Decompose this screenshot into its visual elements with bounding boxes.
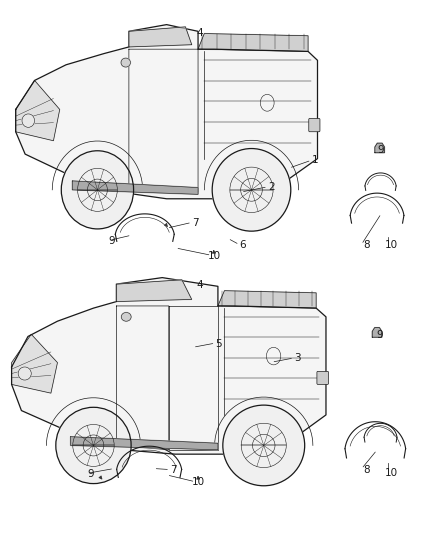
Ellipse shape xyxy=(56,407,131,483)
Ellipse shape xyxy=(61,151,134,229)
Text: 9: 9 xyxy=(377,144,384,155)
Text: 9: 9 xyxy=(109,236,115,246)
Text: 10: 10 xyxy=(208,251,221,261)
Ellipse shape xyxy=(18,367,31,380)
Polygon shape xyxy=(16,25,318,199)
Ellipse shape xyxy=(22,114,35,127)
Text: 10: 10 xyxy=(192,477,205,487)
FancyBboxPatch shape xyxy=(309,118,320,132)
Polygon shape xyxy=(375,143,385,153)
Text: 8: 8 xyxy=(363,465,370,474)
Polygon shape xyxy=(16,80,60,141)
Text: 3: 3 xyxy=(294,353,301,363)
Text: 4: 4 xyxy=(196,28,203,38)
Text: 4: 4 xyxy=(196,280,203,290)
Ellipse shape xyxy=(121,312,131,321)
Text: 1: 1 xyxy=(312,155,318,165)
Text: 5: 5 xyxy=(215,338,223,349)
Ellipse shape xyxy=(121,58,131,67)
Text: 10: 10 xyxy=(385,468,398,478)
Polygon shape xyxy=(71,437,218,450)
Text: 7: 7 xyxy=(170,465,177,474)
Text: 9: 9 xyxy=(87,469,93,479)
Polygon shape xyxy=(12,334,57,393)
Ellipse shape xyxy=(212,149,291,231)
Text: 8: 8 xyxy=(363,240,370,250)
Text: 9: 9 xyxy=(376,329,383,340)
Text: 6: 6 xyxy=(240,240,246,250)
Polygon shape xyxy=(198,34,308,51)
Ellipse shape xyxy=(223,405,305,486)
FancyBboxPatch shape xyxy=(317,372,328,384)
Polygon shape xyxy=(12,278,326,454)
Polygon shape xyxy=(129,27,192,47)
Polygon shape xyxy=(372,328,382,337)
Polygon shape xyxy=(218,290,316,308)
Text: 7: 7 xyxy=(192,218,198,228)
Text: 10: 10 xyxy=(385,240,398,250)
Text: 2: 2 xyxy=(268,182,275,192)
Polygon shape xyxy=(117,280,192,302)
Polygon shape xyxy=(72,181,198,195)
